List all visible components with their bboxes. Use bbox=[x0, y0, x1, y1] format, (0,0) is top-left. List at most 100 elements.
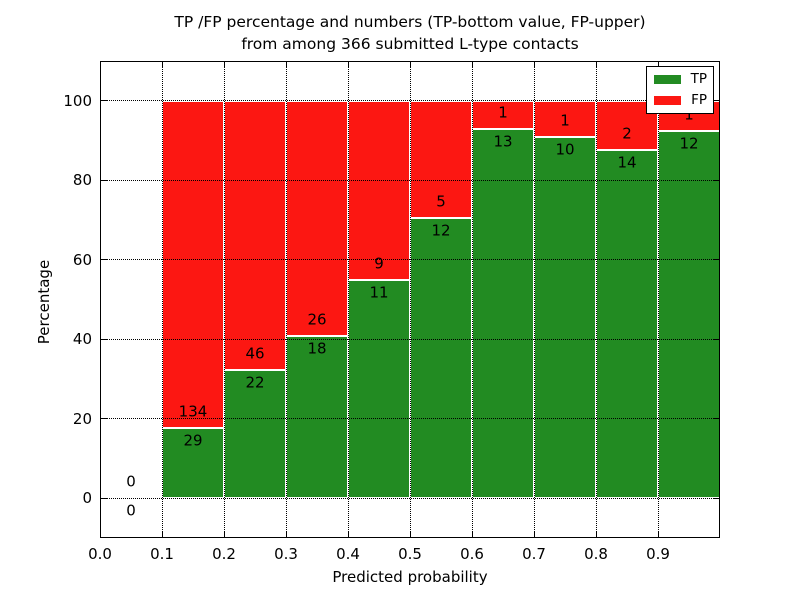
tick-mark-right bbox=[713, 338, 720, 340]
x-tick-label: 0.5 bbox=[398, 545, 422, 563]
tick-mark-bottom bbox=[285, 531, 287, 538]
bar-count-label-fp: 2 bbox=[622, 124, 632, 143]
bar-count-label-fp: 46 bbox=[245, 344, 265, 363]
bar-count-label-tp: 18 bbox=[307, 339, 327, 358]
y-tick-label: 80 bbox=[72, 171, 92, 190]
legend-label: FP bbox=[691, 92, 707, 108]
bar-count-label-fp: 134 bbox=[178, 402, 208, 421]
bar-count-label-tp: 11 bbox=[369, 283, 389, 302]
bar-count-label-tp: 14 bbox=[617, 153, 637, 172]
bar-count-label-fp: 9 bbox=[374, 254, 384, 273]
x-axis-label: Predicted probability bbox=[332, 568, 488, 586]
x-tick-label: 0.7 bbox=[522, 545, 546, 563]
legend-swatch-tp bbox=[654, 75, 681, 84]
bar-segment-fp bbox=[348, 100, 410, 280]
tick-mark-right bbox=[713, 418, 720, 420]
chart-title-line1: TP /FP percentage and numbers (TP-bottom… bbox=[174, 13, 646, 31]
bar-segment-tp bbox=[596, 150, 658, 499]
x-tick-label: 0.9 bbox=[646, 545, 670, 563]
bar-count-label-tp: 29 bbox=[183, 431, 203, 450]
tick-mark-left bbox=[100, 497, 107, 499]
legend: TP FP bbox=[646, 66, 714, 114]
bar-segment-tp bbox=[224, 369, 286, 499]
grid-line-vertical bbox=[533, 61, 535, 538]
legend-label: TP bbox=[690, 71, 707, 87]
y-tick-label: 40 bbox=[72, 330, 92, 349]
bar-segment-tp bbox=[162, 427, 224, 499]
x-tick-label: 0.0 bbox=[88, 545, 112, 563]
tick-mark-left bbox=[100, 259, 107, 261]
grid-line-vertical bbox=[223, 61, 225, 538]
x-tick-label: 0.8 bbox=[584, 545, 608, 563]
bar-count-label-tp: 0 bbox=[126, 501, 136, 520]
y-axis-label: Percentage bbox=[35, 259, 53, 345]
x-tick-label: 0.1 bbox=[150, 545, 174, 563]
bar-count-label-tp: 10 bbox=[555, 140, 575, 159]
x-tick-label: 0.6 bbox=[460, 545, 484, 563]
y-tick-label: 60 bbox=[72, 250, 92, 269]
bar-count-label-fp: 1 bbox=[498, 103, 508, 122]
grid-line-vertical bbox=[161, 61, 163, 538]
tick-mark-bottom bbox=[533, 531, 535, 538]
bar-count-label-fp: 5 bbox=[436, 192, 446, 211]
tick-mark-left bbox=[100, 179, 107, 181]
tick-mark-top bbox=[595, 61, 597, 68]
tick-mark-top bbox=[471, 61, 473, 68]
bar-segment-tp bbox=[658, 131, 720, 499]
grid-line-vertical bbox=[409, 61, 411, 538]
tick-mark-right bbox=[713, 259, 720, 261]
tick-mark-left bbox=[100, 338, 107, 340]
tick-mark-bottom bbox=[657, 531, 659, 538]
chart-title: TP /FP percentage and numbers (TP-bottom… bbox=[100, 11, 720, 55]
bar-segment-tp bbox=[348, 279, 410, 499]
tick-mark-top bbox=[223, 61, 225, 68]
x-tick-label: 0.3 bbox=[274, 545, 298, 563]
tick-mark-right bbox=[713, 179, 720, 181]
grid-line-vertical bbox=[471, 61, 473, 538]
bar-segment-tp bbox=[472, 129, 534, 499]
bar-segment-fp bbox=[286, 100, 348, 336]
bar-count-label-tp: 12 bbox=[431, 221, 451, 240]
bar-segment-tp bbox=[410, 217, 472, 499]
y-tick-label: 100 bbox=[63, 91, 92, 110]
grid-line-vertical bbox=[347, 61, 349, 538]
bar-segment-fp bbox=[596, 100, 658, 151]
tick-mark-top bbox=[285, 61, 287, 68]
tick-mark-bottom bbox=[99, 531, 101, 538]
tick-mark-bottom bbox=[409, 531, 411, 538]
tick-mark-bottom bbox=[471, 531, 473, 538]
tick-mark-left bbox=[100, 100, 107, 102]
bar-count-label-tp: 13 bbox=[493, 132, 513, 151]
legend-swatch-fp bbox=[654, 96, 681, 105]
plot-area: TP FP 0 0 134 29 46 22 26 18 9 11 5 12 1 13 1 10 2 14 1 12 bbox=[99, 61, 720, 538]
bar-segment-tp bbox=[534, 136, 596, 499]
bar-count-label-fp: 26 bbox=[307, 310, 327, 329]
grid-line-vertical bbox=[595, 61, 597, 538]
y-tick-label: 20 bbox=[72, 409, 92, 428]
bar-segment-tp bbox=[286, 335, 348, 499]
tick-mark-right bbox=[713, 497, 720, 499]
bar-segment-fp bbox=[224, 100, 286, 370]
tick-mark-top bbox=[409, 61, 411, 68]
x-tick-label: 0.4 bbox=[336, 545, 360, 563]
tick-mark-top bbox=[347, 61, 349, 68]
tick-mark-bottom bbox=[223, 531, 225, 538]
bar-count-label-fp: 0 bbox=[126, 472, 136, 491]
tick-mark-top bbox=[161, 61, 163, 68]
x-tick-label: 0.2 bbox=[212, 545, 236, 563]
tick-mark-top bbox=[657, 61, 659, 68]
bar-count-label-fp: 1 bbox=[560, 111, 570, 130]
tick-mark-top bbox=[533, 61, 535, 68]
bar-count-label-tp: 22 bbox=[245, 373, 265, 392]
bar-count-label-fp: 1 bbox=[684, 105, 694, 124]
grid-line-vertical bbox=[285, 61, 287, 538]
legend-entry: TP bbox=[654, 72, 707, 87]
tick-mark-bottom bbox=[161, 531, 163, 538]
bar-segment-fp bbox=[162, 100, 224, 428]
tick-mark-left bbox=[100, 418, 107, 420]
chart-title-line2: from among 366 submitted L-type contacts bbox=[241, 35, 579, 53]
grid-line-vertical bbox=[657, 61, 659, 538]
tick-mark-right bbox=[713, 100, 720, 102]
tick-mark-bottom bbox=[595, 531, 597, 538]
